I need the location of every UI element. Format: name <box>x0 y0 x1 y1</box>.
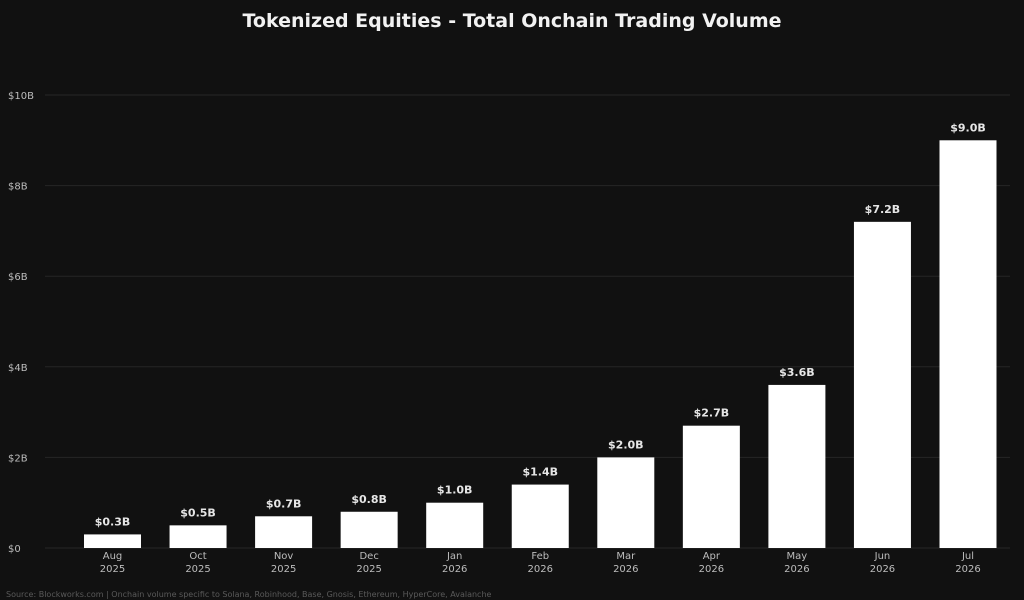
x-axis-ticks: Aug 2025 Oct 2025 Nov 2025 Dec 2025 Jan 2026 Feb 20… <box>100 551 981 575</box>
bar-data-label: $1.4B <box>522 466 558 479</box>
x-tick-month: Feb <box>531 551 549 562</box>
bar <box>768 384 826 548</box>
bar-data-label: $0.3B <box>95 515 131 528</box>
source-note: Source: Blockworks.com | Onchain volume … <box>6 590 492 599</box>
y-tick-label: $2B <box>8 453 28 464</box>
x-tick-month: May <box>787 551 808 562</box>
x-tick-year: 2026 <box>613 564 638 575</box>
x-tick-year: 2026 <box>528 564 553 575</box>
y-tick-label: $10B <box>8 91 34 102</box>
bar <box>340 511 398 548</box>
bar <box>853 221 911 548</box>
bar <box>939 140 997 549</box>
x-tick-year: 2025 <box>100 564 125 575</box>
y-tick-label: $8B <box>8 182 28 193</box>
bar-data-label: $0.8B <box>351 493 387 506</box>
x-tick-year: 2025 <box>185 564 210 575</box>
bar <box>682 425 740 548</box>
bar-data-label: $3.6B <box>779 366 815 379</box>
x-tick-month: Apr <box>703 551 721 562</box>
bar-data-label: $7.2B <box>865 203 901 216</box>
bar <box>597 457 655 548</box>
bar <box>255 516 313 548</box>
chart-title: Tokenized Equities - Total Onchain Tradi… <box>242 10 782 32</box>
x-tick-year: 2025 <box>271 564 296 575</box>
bar-data-label: $2.7B <box>694 407 730 420</box>
x-tick-year: 2026 <box>784 564 809 575</box>
bar-data-label: $2.0B <box>608 438 644 451</box>
bar <box>84 534 141 548</box>
bar-data-label: $9.0B <box>950 121 986 134</box>
bar <box>426 502 484 548</box>
x-tick-year: 2026 <box>955 564 980 575</box>
data-labels: $0.3B $0.5B $0.7B $0.8B $1.0B $1.4B $2.0B $2.7B… <box>95 121 986 528</box>
x-tick-month: Mar <box>616 551 636 562</box>
x-tick-month: Oct <box>189 551 206 562</box>
y-tick-label: $4B <box>8 363 28 374</box>
bar <box>169 525 227 548</box>
x-tick-year: 2026 <box>699 564 724 575</box>
bar <box>511 484 569 548</box>
x-tick-year: 2025 <box>356 564 381 575</box>
x-tick-month: Aug <box>103 551 123 562</box>
bar-data-label: $1.0B <box>437 484 473 497</box>
y-tick-label: $0 <box>8 544 21 555</box>
x-tick-year: 2026 <box>870 564 895 575</box>
x-tick-month: Jan <box>446 551 462 562</box>
x-tick-month: Jun <box>874 551 891 562</box>
x-tick-month: Nov <box>274 551 294 562</box>
x-tick-year: 2026 <box>442 564 467 575</box>
x-tick-month: Jul <box>961 551 974 562</box>
bar-data-label: $0.5B <box>180 506 216 519</box>
bar-data-label: $0.7B <box>266 497 302 510</box>
y-tick-label: $6B <box>8 272 28 283</box>
bars <box>84 140 997 549</box>
y-axis-ticks: $0 $2B $4B $6B $8B $10B <box>8 91 34 555</box>
x-tick-month: Dec <box>359 551 378 562</box>
